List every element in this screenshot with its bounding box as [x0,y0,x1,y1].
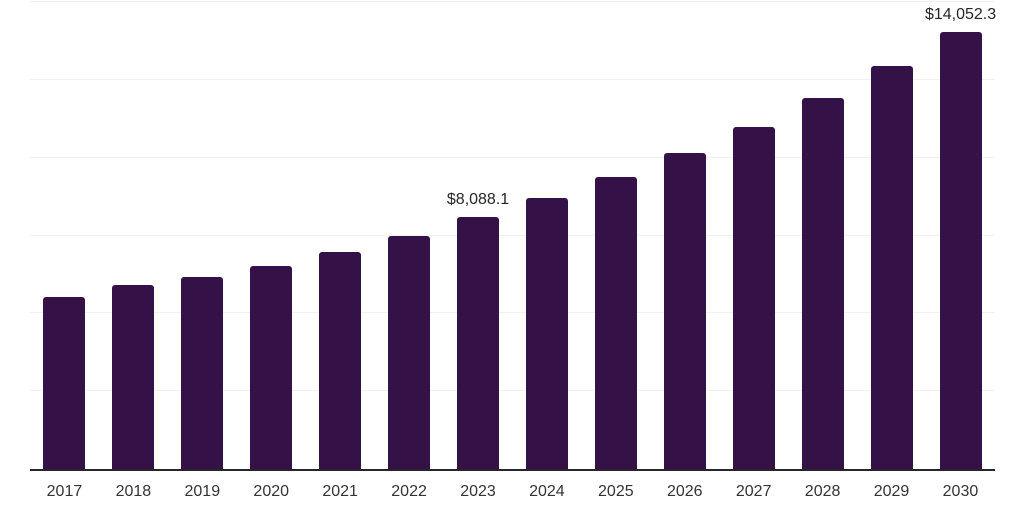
bar-2017 [43,296,86,469]
bar-2029 [870,66,913,469]
bar-2028 [801,97,844,469]
bar-2021 [319,251,362,469]
gridline-5000 [30,312,995,314]
data-label-2023: $8,088.1 [446,191,510,209]
x-tick-2017: 2017 [46,483,83,500]
bar-2027 [732,127,775,469]
x-tick-2027: 2027 [735,483,772,500]
bar-2020 [250,265,293,469]
bar-2030 [939,31,982,469]
bar-2022 [388,235,431,469]
bar-2019 [181,276,224,469]
gridline-10000 [30,156,995,158]
x-tick-2029: 2029 [873,483,910,500]
gridline-2500 [30,390,995,392]
gridline-7500 [30,234,995,236]
gridline-15000 [30,1,995,2]
data-label-2030: $14,052.3 [924,5,997,23]
x-tick-2023: 2023 [460,483,496,500]
x-axis: 2017 2018 2019 2020 2021 2022 2023 2024 2025 2026… [30,471,995,512]
x-tick-2026: 2026 [666,483,703,500]
bar-2026 [663,153,706,469]
gridline-12500 [30,78,995,80]
x-tick-2030: 2030 [942,483,979,500]
x-tick-2020: 2020 [253,483,290,500]
bar-2024 [525,198,568,469]
x-tick-2022: 2022 [391,483,427,500]
bar-2018 [112,285,155,469]
x-tick-2028: 2028 [804,483,841,500]
x-tick-2025: 2025 [598,483,634,500]
x-tick-2019: 2019 [184,483,221,500]
x-tick-2024: 2024 [529,483,565,500]
x-tick-2021: 2021 [322,483,358,500]
bar-2023 [457,217,500,469]
plot-area: $8,088.1 $14,052.3 [30,1,997,471]
x-tick-2018: 2018 [115,483,152,500]
bar-2025 [594,177,637,469]
